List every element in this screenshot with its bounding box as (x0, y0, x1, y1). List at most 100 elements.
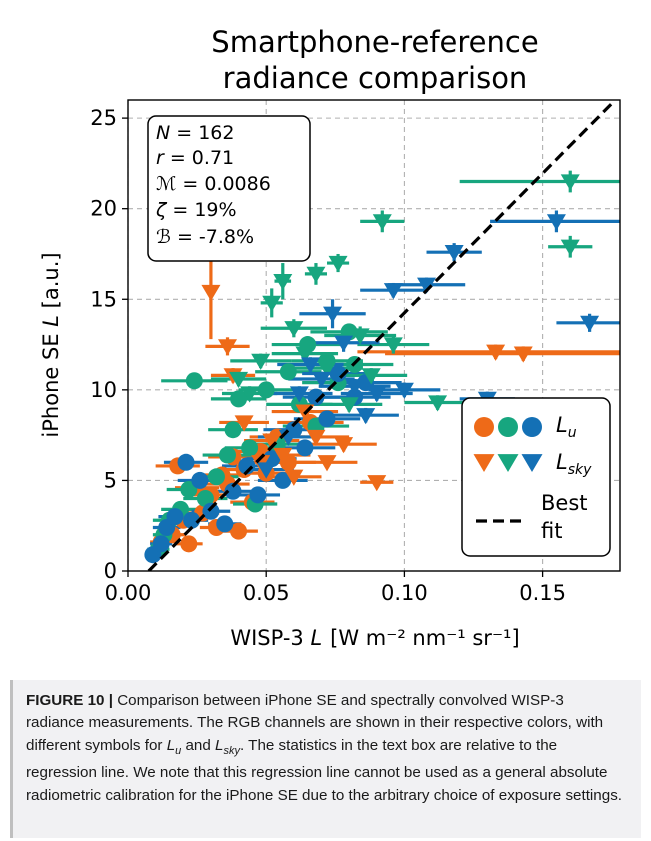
lu-point (249, 486, 267, 504)
lsky-point (560, 174, 580, 191)
lsky-point (383, 337, 403, 354)
lu-point (152, 535, 170, 553)
chart-title-line-2: radiance comparison (223, 61, 528, 95)
lsky-point (218, 339, 238, 356)
stat-zeta: ζ = 19% (155, 199, 237, 221)
lu-point (296, 439, 314, 457)
x-tick-label: 0.15 (519, 581, 566, 605)
lsky-point (311, 371, 331, 389)
legend-lsky-marker (521, 454, 543, 472)
lsky-point (367, 386, 387, 403)
legend-lsky-markers (473, 454, 543, 472)
y-axis-label: iPhone SE L [a.u.] (39, 252, 63, 437)
lsky-point (284, 321, 304, 338)
x-axis-label-prefix: WISP-3 (230, 626, 310, 650)
legend-lu-markers (474, 417, 542, 437)
x-axis-ticks: 0.00 0.05 0.10 0.15 (105, 571, 566, 605)
lsky-point (580, 315, 600, 332)
lu-point (216, 515, 234, 533)
x-axis-label-var: L (310, 626, 322, 650)
lsky-point (428, 395, 448, 412)
lu-point (224, 482, 242, 500)
lsky-point (372, 214, 392, 231)
lsky-point (350, 328, 370, 345)
y-axis-label-prefix: iPhone SE (39, 327, 63, 438)
lsky-point (289, 386, 309, 403)
x-axis-label-unit: [W m⁻² nm⁻¹ sr⁻¹] (330, 626, 519, 650)
best-fit-line (147, 102, 613, 571)
lu-point (180, 535, 198, 553)
lsky-point (234, 415, 254, 432)
x-tick-label: 0.10 (381, 581, 428, 605)
lsky-point (546, 214, 566, 231)
lu-point (318, 410, 336, 428)
caption-and: and (181, 736, 216, 754)
lsky-point (317, 360, 337, 378)
lsky-point (339, 397, 359, 414)
lsky-point (323, 306, 343, 323)
lu-point (238, 457, 256, 475)
lu-point (279, 363, 297, 381)
lu-point (230, 390, 248, 408)
lsky-point (273, 447, 293, 465)
lsky-point (328, 255, 348, 273)
stat-n: N = 162 (156, 122, 234, 144)
lu-point (274, 471, 292, 489)
y-tick-label: 25 (90, 106, 117, 130)
chart-figure: Smartphone-reference radiance comparison… (39, 25, 621, 650)
y-tick-label: 10 (90, 378, 117, 402)
lu-point (207, 468, 225, 486)
lsky-point (262, 295, 282, 312)
lu-point (185, 372, 203, 390)
legend-frame (461, 397, 611, 557)
chart-title: Smartphone-reference radiance comparison (211, 25, 538, 95)
data-markers (144, 174, 600, 564)
lsky-point (256, 462, 276, 479)
lsky-point (334, 437, 354, 454)
legend: Lu Lsky Best fit (461, 397, 611, 557)
lu-point (183, 511, 201, 529)
x-tick-label: 0.05 (243, 581, 290, 605)
lu-point (307, 388, 325, 406)
lsky-point (560, 239, 580, 256)
x-tick-label: 0.00 (105, 581, 152, 605)
scatter-chart: Smartphone-reference radiance comparison… (39, 25, 621, 650)
y-axis-label-unit: [a.u.] (39, 252, 63, 315)
lsky-point (306, 266, 326, 283)
lsky-point (394, 382, 414, 399)
lsky-point (300, 357, 320, 374)
lu-point (177, 453, 195, 471)
caption-accent-bar (10, 680, 13, 838)
x-axis-label: WISP-3 L [W m⁻² nm⁻¹ sr⁻¹] (230, 626, 519, 650)
chart-title-line-1: Smartphone-reference (211, 25, 538, 59)
lu-point (196, 490, 214, 508)
lsky-point (513, 346, 533, 363)
lu-point (166, 508, 184, 526)
lsky-point (201, 284, 221, 302)
figure-caption: FIGURE 10 | Comparison between iPhone SE… (10, 680, 641, 838)
legend-lu-marker (498, 417, 518, 437)
y-tick-label: 20 (90, 197, 117, 221)
stat-b: ℬ = -7.8% (156, 226, 254, 248)
lsky-point (345, 379, 365, 396)
lsky-point (229, 371, 249, 389)
lsky-point (417, 277, 437, 294)
legend-fit-label-2: fit (541, 519, 562, 543)
lu-point (191, 471, 209, 489)
lsky-point (251, 353, 271, 370)
y-tick-label: 0 (104, 559, 117, 583)
stat-m: ℳ = 0.0086 (156, 173, 271, 195)
statistics-box-frame (147, 115, 311, 262)
legend-fit-label-1: Best (541, 491, 588, 515)
y-axis-label-var: L (39, 315, 63, 327)
lu-point (219, 446, 237, 464)
legend-lsky-label: Lsky (556, 450, 592, 478)
legend-lsky-marker (497, 454, 519, 472)
caption-lsky-sub: sky (223, 744, 241, 757)
lsky-point (444, 245, 464, 262)
caption-label: FIGURE 10 | (26, 692, 113, 709)
legend-lu-label: Lu (556, 413, 577, 441)
lu-point (224, 421, 242, 439)
lsky-point (284, 469, 304, 486)
legend-lsky-marker (473, 454, 495, 472)
